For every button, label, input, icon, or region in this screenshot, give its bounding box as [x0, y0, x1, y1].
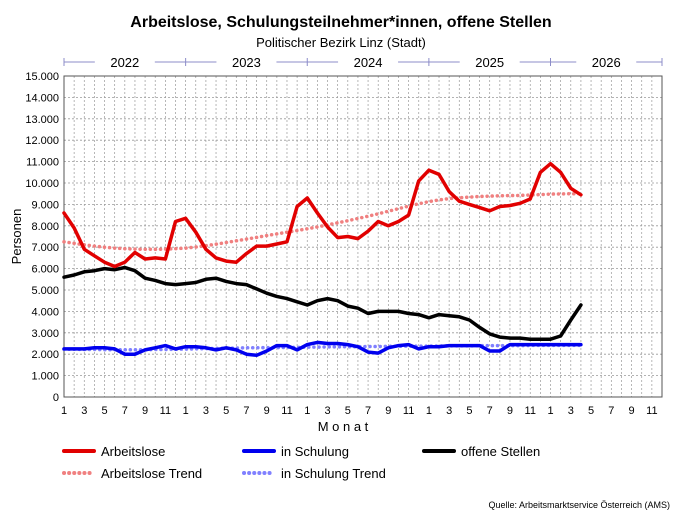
- legend-label-schulung: in Schulung: [281, 444, 349, 459]
- x-tick-label: 9: [142, 405, 148, 417]
- x-tick-label: 7: [243, 405, 249, 417]
- year-label: 2022: [110, 55, 139, 70]
- y-tick-label: 4.000: [31, 306, 59, 318]
- x-tick-label: 9: [385, 405, 391, 417]
- y-tick-label: 1.000: [31, 371, 59, 383]
- axes-layer: 0 1.000 2.000 3.000 4.000 5.000 6.000 7.000 8.00…: [9, 71, 663, 434]
- y-tick-label: 15.000: [25, 71, 59, 83]
- chart-subtitle: Politischer Bezirk Linz (Stadt): [256, 35, 426, 50]
- y-tick-label: 5.000: [31, 285, 59, 297]
- year-label: 2025: [475, 55, 504, 70]
- x-tick-label: 3: [568, 405, 574, 417]
- year-label: 2024: [354, 55, 383, 70]
- x-tick-label: 7: [608, 405, 614, 417]
- y-tick-label: 0: [53, 392, 59, 404]
- y-tick-label: 2.000: [31, 349, 59, 361]
- y-tick-label: 11.000: [26, 157, 59, 169]
- y-tick-label: 14.000: [25, 92, 59, 104]
- series-line-arbeitslose_trend: [62, 191, 583, 252]
- x-tick-label: 1: [547, 405, 553, 417]
- source-note: Quelle: Arbeitsmarktservice Österreich (…: [488, 500, 670, 510]
- x-tick-label: 11: [160, 405, 171, 417]
- x-tick-label: 5: [588, 405, 594, 417]
- year-label: 2026: [592, 55, 621, 70]
- x-tick-label: 1: [426, 405, 432, 417]
- x-tick-label: 5: [101, 405, 107, 417]
- x-tick-label: 7: [487, 405, 493, 417]
- x-tick-label: 9: [629, 405, 635, 417]
- legend-label-arbeitslose_trend: Arbeitslose Trend: [101, 466, 202, 481]
- chart-title: Arbeitslose, Schulungsteilnehmer*innen, …: [130, 14, 552, 31]
- legend-label-offene: offene Stellen: [461, 444, 540, 459]
- x-tick-label: 11: [403, 405, 414, 417]
- y-tick-label: 3.000: [31, 328, 59, 340]
- x-tick-label: 7: [122, 405, 128, 417]
- x-tick-label: 1: [183, 405, 189, 417]
- y-tick-label: 9.000: [31, 199, 59, 211]
- x-tick-label: 5: [466, 405, 472, 417]
- x-tick-label: 11: [281, 405, 292, 417]
- x-tick-label: 11: [646, 405, 657, 417]
- y-axis-label: Personen: [9, 209, 24, 265]
- x-axis-label: M o n a t: [318, 419, 369, 434]
- year-label: 2023: [232, 55, 261, 70]
- x-tick-label: 9: [264, 405, 270, 417]
- y-tick-label: 7.000: [31, 242, 59, 254]
- x-tick-label: 5: [223, 405, 229, 417]
- legend: Arbeitslose in Schulung offene Stellen Arbe…: [62, 444, 540, 481]
- legend-label-arbeitslose: Arbeitslose: [101, 444, 165, 459]
- series-line-schulung: [62, 340, 583, 358]
- series-line-arbeitslose: [62, 161, 583, 269]
- plot-frame: [63, 75, 663, 398]
- series-layer: [62, 161, 583, 358]
- x-tick-label: 1: [304, 405, 310, 417]
- x-tick-label: 3: [324, 405, 330, 417]
- x-tick-label: 3: [81, 405, 87, 417]
- x-tick-label: 7: [365, 405, 371, 417]
- x-tick-label: 11: [525, 405, 536, 417]
- x-tick-label: 1: [61, 405, 67, 417]
- legend-label-schulung_trend: in Schulung Trend: [281, 466, 386, 481]
- y-tick-label: 8.000: [31, 221, 59, 233]
- y-tick-label: 12.000: [25, 135, 59, 147]
- x-tick-label: 9: [507, 405, 513, 417]
- y-tick-label: 13.000: [25, 114, 59, 126]
- y-tick-label: 10.000: [25, 178, 59, 190]
- x-tick-label: 3: [203, 405, 209, 417]
- x-tick-label: 3: [446, 405, 452, 417]
- y-tick-label: 6.000: [31, 264, 59, 276]
- x-tick-label: 5: [345, 405, 351, 417]
- year-band: 2022 2023 2024 2025 2026: [63, 55, 663, 70]
- series-line-offene: [62, 265, 583, 341]
